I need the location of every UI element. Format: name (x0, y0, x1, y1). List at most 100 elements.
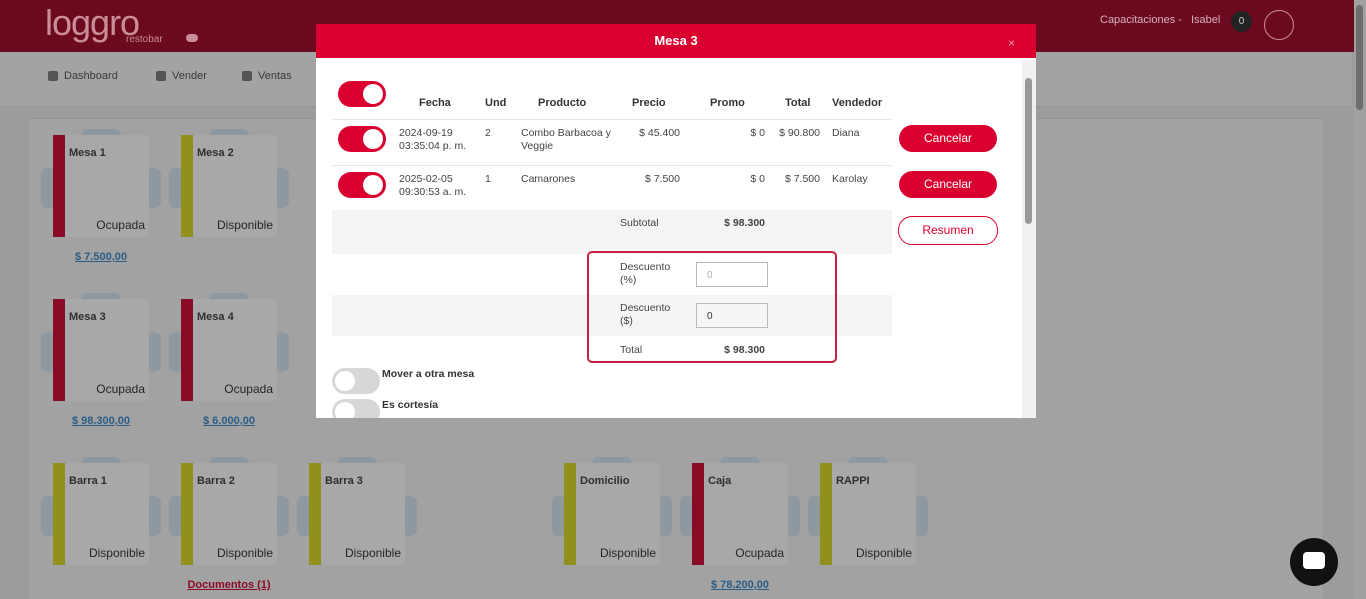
subtotal-label: Subtotal (620, 217, 659, 229)
option-label: Es cortesía (382, 399, 439, 411)
chair (169, 332, 183, 372)
nav-item[interactable]: Vender (172, 70, 207, 82)
modal-title: Mesa 3 (316, 24, 1036, 58)
chair (169, 168, 183, 208)
chair (297, 496, 311, 536)
discount-row (332, 295, 892, 336)
toggle[interactable] (338, 81, 386, 107)
modal: Mesa 3 × Fecha Und Producto Precio Promo Tota… (316, 24, 1036, 418)
status-bar (309, 463, 321, 565)
column-header: Und (485, 97, 507, 109)
table-status: Disponible (216, 218, 273, 232)
company[interactable]: Capacitaciones - (1100, 14, 1182, 26)
table-card[interactable] (181, 463, 277, 565)
chair (41, 332, 55, 372)
nav-icon[interactable] (48, 71, 58, 81)
page-scrollbar (1354, 0, 1366, 599)
chair (403, 496, 417, 536)
chair (147, 168, 161, 208)
table-amount[interactable]: $ 98.300,00 (71, 415, 131, 427)
summary-button[interactable]: Resumen (898, 216, 998, 245)
table-name: Domicilio (580, 475, 630, 487)
table-card[interactable] (692, 463, 788, 565)
discount-amount-input[interactable]: 0 (696, 303, 768, 328)
toggle[interactable] (332, 399, 380, 418)
table-name: Mesa 3 (69, 311, 106, 323)
table-name: Barra 1 (69, 475, 107, 487)
close-button[interactable]: × (1008, 36, 1016, 50)
status-bar (564, 463, 576, 565)
table-status: Disponible (855, 546, 912, 560)
discount-box (587, 251, 837, 363)
nav-item[interactable]: Dashboard (64, 70, 118, 82)
table-amount[interactable]: $ 7.500,00 (75, 251, 127, 263)
nav-item[interactable]: Ventas (258, 70, 292, 82)
table-card[interactable] (181, 135, 277, 237)
avatar[interactable] (1264, 10, 1294, 40)
total: $ 98.300 (724, 344, 765, 356)
nav-icon[interactable] (156, 71, 166, 81)
cell: 2024-09-19 03:35:04 p. m. (399, 127, 467, 152)
discount-pct-input[interactable]: 0 (696, 262, 768, 287)
modal-scrollbar (1022, 60, 1036, 418)
table-amount[interactable]: $ 78.200,00 (710, 579, 770, 591)
table-card[interactable] (820, 463, 916, 565)
chair (275, 496, 289, 536)
status-bar (181, 135, 193, 237)
status-bar (692, 463, 704, 565)
toggle[interactable] (338, 126, 386, 152)
chair (147, 496, 161, 536)
discount-amount-label: Descuento ($) (620, 302, 671, 327)
column-header: Promo (710, 97, 745, 109)
cell: $ 0 (750, 173, 765, 185)
status-bar (181, 299, 193, 401)
cell: 1 (485, 173, 491, 185)
column-header: Total (785, 97, 811, 109)
cell: $ 7.500 (644, 173, 680, 185)
table-name: Caja (708, 475, 732, 487)
chair (552, 496, 566, 536)
chair (147, 332, 161, 372)
cell: $ 45.400 (639, 127, 680, 139)
logo: loggro (45, 2, 140, 43)
table-amount[interactable]: $ 6.000,00 (203, 415, 255, 427)
status-bar (181, 463, 193, 565)
option-label: Mover a otra mesa (382, 368, 475, 380)
cell: $ 90.800 (779, 127, 820, 139)
cell: Karolay (832, 173, 868, 185)
table-card[interactable] (564, 463, 660, 565)
table-card[interactable] (53, 135, 149, 237)
table-name: Barra 2 (197, 475, 235, 487)
row-stripe (332, 119, 892, 120)
cell: 2025-02-05 09:30:53 a. m. (399, 173, 467, 198)
cell: Combo Barbacoa y Veggie (521, 127, 611, 152)
table-status: Ocupada (224, 382, 273, 396)
cancel-button[interactable]: Cancelar (899, 171, 997, 198)
table-card[interactable] (53, 299, 149, 401)
table-card[interactable] (53, 463, 149, 565)
nav-icon[interactable] (242, 71, 252, 81)
toggle[interactable] (338, 172, 386, 198)
table-card[interactable] (309, 463, 405, 565)
table-name: Mesa 2 (197, 147, 234, 159)
table-status: Disponible (599, 546, 656, 560)
user[interactable]: Isabel (1191, 14, 1221, 26)
table-amount[interactable]: Documentos (1) (187, 579, 271, 591)
chair (658, 496, 672, 536)
cell: Diana (832, 127, 860, 139)
table-status: Disponible (344, 546, 401, 560)
table-card[interactable] (181, 299, 277, 401)
discount-pct-label: Descuento (%) (620, 261, 671, 286)
total-label: Total (620, 344, 643, 356)
chat-button[interactable] (1290, 538, 1338, 586)
toggle[interactable] (332, 368, 380, 394)
table-status: Disponible (88, 546, 145, 560)
chair (41, 168, 55, 208)
cancel-button[interactable]: Cancelar (899, 125, 997, 152)
chair (914, 496, 928, 536)
table-name: RAPPI (836, 475, 870, 487)
eye-icon[interactable] (186, 34, 198, 42)
notifications[interactable]: 0 (1231, 11, 1252, 32)
column-header: Producto (538, 97, 587, 109)
